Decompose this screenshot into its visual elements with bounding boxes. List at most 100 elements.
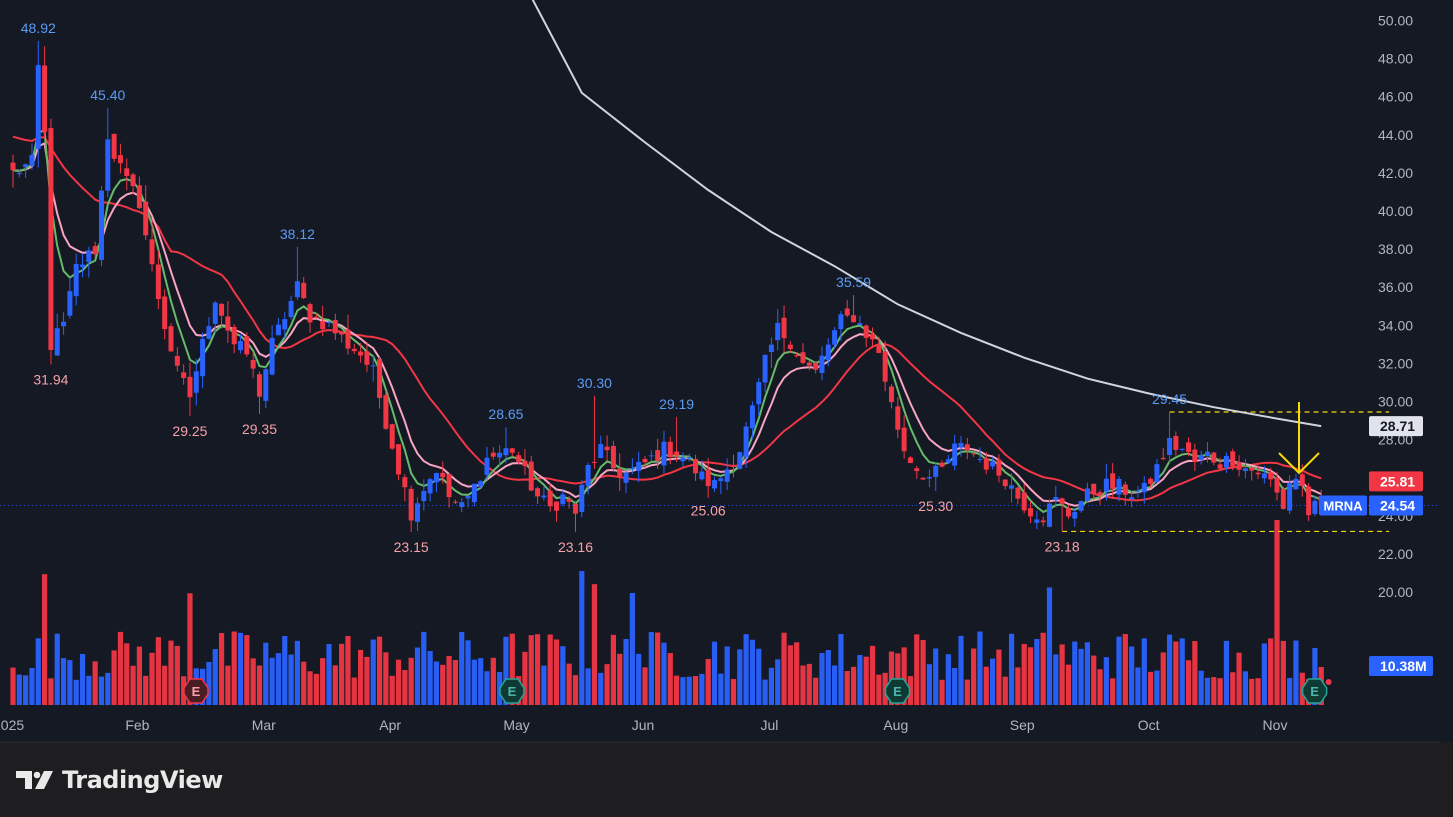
candle	[629, 458, 635, 475]
volume-bar	[294, 640, 300, 705]
candle	[648, 450, 654, 462]
volume-bar	[1204, 677, 1211, 705]
candle	[1084, 482, 1090, 503]
volume-bar	[1293, 640, 1299, 705]
candle	[143, 185, 149, 241]
earnings-marker[interactable]: E	[499, 678, 525, 704]
candle	[446, 473, 452, 508]
volume-bar	[844, 670, 850, 705]
candle	[320, 305, 326, 337]
volume-bar	[231, 631, 237, 705]
volume-bar	[117, 631, 124, 705]
earnings-marker[interactable]: E	[183, 678, 209, 704]
candle	[383, 390, 389, 431]
candle	[958, 436, 964, 457]
volume-bar	[1059, 644, 1065, 705]
candle	[1154, 459, 1160, 484]
high-price-label: 38.12	[280, 226, 315, 242]
high-price-label: 29.45	[1152, 391, 1187, 407]
volume-bar	[1129, 646, 1135, 705]
candle	[358, 343, 364, 363]
earnings-marker[interactable]: E	[1301, 678, 1332, 704]
y-tick-label: 32.00	[1378, 355, 1413, 371]
volume-bar	[901, 647, 907, 705]
candle	[212, 301, 218, 334]
candle	[263, 366, 269, 409]
volume-bar	[794, 642, 800, 705]
volume-bar	[1236, 652, 1242, 705]
volume-bar	[907, 676, 914, 705]
candle	[174, 347, 180, 372]
volume-bar	[560, 646, 566, 705]
candle	[516, 451, 522, 465]
candle	[16, 168, 22, 178]
candle	[699, 460, 705, 481]
candle	[1103, 463, 1109, 501]
candle	[465, 495, 471, 508]
volume-bar	[124, 643, 130, 705]
candle	[459, 497, 465, 513]
x-tick-label: Apr	[379, 717, 401, 733]
volume-bar	[711, 641, 718, 705]
x-tick-label: May	[503, 717, 529, 733]
x-tick-label: Sep	[1010, 717, 1035, 733]
volume-bar	[130, 665, 136, 705]
volume-bar	[781, 632, 787, 705]
candle	[743, 422, 749, 469]
volume-bar	[1116, 636, 1122, 705]
volume-bar	[218, 633, 225, 705]
candle	[718, 476, 724, 495]
candle	[724, 458, 730, 491]
candle	[1148, 477, 1154, 488]
candle	[73, 253, 79, 306]
candle	[825, 338, 831, 367]
volume-bar	[1008, 633, 1015, 705]
candle	[838, 311, 844, 341]
candle	[882, 340, 888, 392]
candle	[1097, 489, 1103, 505]
candle	[800, 343, 806, 365]
candle	[484, 446, 490, 480]
volume-bar	[408, 657, 414, 705]
candle	[294, 246, 300, 300]
y-tick-label: 22.00	[1378, 546, 1413, 562]
volume-bar	[914, 634, 920, 705]
candle	[105, 108, 111, 198]
candle	[1306, 482, 1312, 522]
volume-bar	[244, 635, 250, 705]
candle	[579, 479, 585, 518]
tradingview-brand[interactable]: TradingView	[16, 763, 223, 797]
volume-bar	[1065, 664, 1072, 705]
candle	[945, 455, 951, 464]
y-tick-label: 44.00	[1378, 127, 1413, 143]
candle	[1236, 455, 1242, 477]
volume-bar	[629, 593, 635, 705]
volume-bar	[699, 673, 705, 705]
volume-bar	[876, 674, 882, 705]
price-annotations: 48.92 45.40 31.94 29.25 29.35 38.12 23.15 28.65…	[21, 20, 1188, 555]
candle	[794, 351, 800, 358]
candle	[396, 444, 402, 481]
earnings-marker[interactable]: E	[884, 678, 911, 704]
candle	[1091, 483, 1097, 500]
volume-bar	[79, 653, 86, 705]
candle	[1002, 479, 1008, 490]
volume-bar	[737, 649, 743, 705]
svg-text:25.81: 25.81	[1380, 473, 1415, 489]
volume-bar	[307, 671, 313, 705]
volume-bar	[1053, 654, 1059, 705]
volume-bar	[402, 670, 408, 705]
volume-bar	[433, 661, 440, 705]
volume-bar	[990, 658, 996, 705]
svg-text:E: E	[192, 684, 201, 699]
volume-bar	[743, 634, 749, 705]
candle	[591, 395, 597, 469]
volume-bar	[926, 664, 932, 705]
volume-bar	[522, 651, 528, 705]
volume-bar	[958, 635, 964, 705]
volume-bar	[339, 643, 345, 705]
candle	[1122, 481, 1128, 506]
x-tick-label: Jun	[632, 717, 655, 733]
volume-bar	[977, 631, 983, 705]
